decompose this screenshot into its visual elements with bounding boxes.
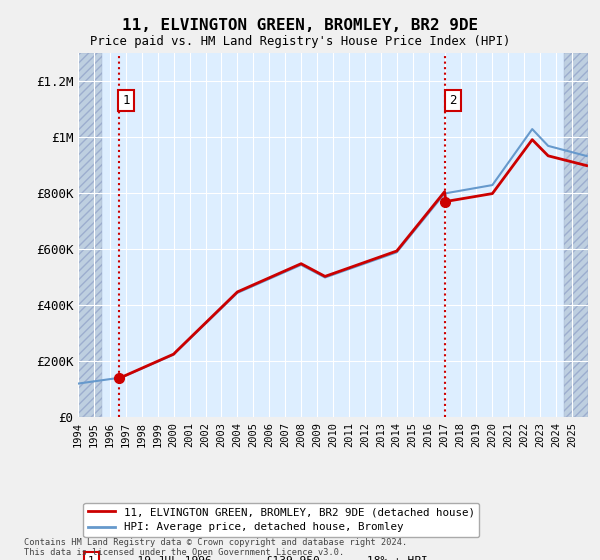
Bar <box>564 53 588 417</box>
Text: Price paid vs. HM Land Registry's House Price Index (HPI): Price paid vs. HM Land Registry's House … <box>90 35 510 48</box>
Text: 1: 1 <box>88 556 95 560</box>
Text: Contains HM Land Registry data © Crown copyright and database right 2024.
This d: Contains HM Land Registry data © Crown c… <box>24 538 407 557</box>
Text: 2: 2 <box>449 94 457 107</box>
Bar <box>78 53 102 417</box>
Text: 19-JUL-1996        £139,950       18% ↓ HPI: 19-JUL-1996 £139,950 18% ↓ HPI <box>124 556 428 560</box>
Text: 11, ELVINGTON GREEN, BROMLEY, BR2 9DE: 11, ELVINGTON GREEN, BROMLEY, BR2 9DE <box>122 18 478 33</box>
Text: 1: 1 <box>122 94 130 107</box>
Legend: 11, ELVINGTON GREEN, BROMLEY, BR2 9DE (detached house), HPI: Average price, deta: 11, ELVINGTON GREEN, BROMLEY, BR2 9DE (d… <box>83 503 479 537</box>
